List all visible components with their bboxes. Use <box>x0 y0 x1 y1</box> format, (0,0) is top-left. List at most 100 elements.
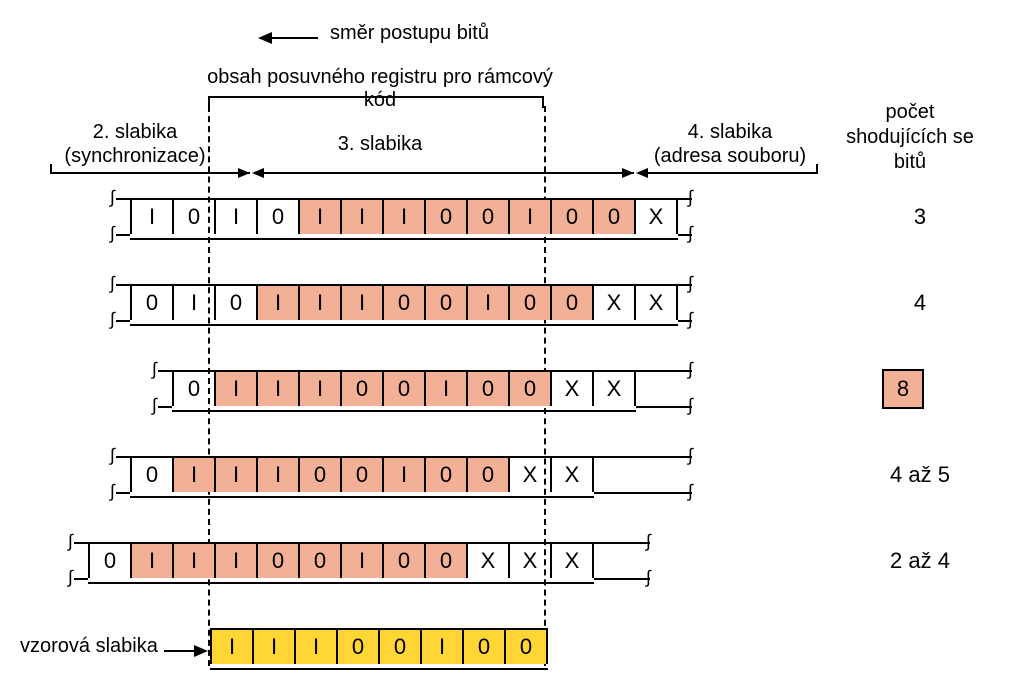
syllable2-label: 2. slabika (synchronizace) <box>50 120 220 168</box>
bit-cell: X <box>550 544 594 578</box>
bit-cell: I <box>340 544 382 578</box>
bit-cell: 0 <box>466 458 508 492</box>
seg1-tick-left <box>50 164 52 172</box>
bit-cell: 0 <box>256 544 298 578</box>
pattern-cell: I <box>210 630 252 664</box>
shift-register-diagram: směr postupu bitů obsah posuvného regist… <box>20 20 1000 680</box>
pattern-label: vzorová slabika <box>20 635 158 658</box>
seg3-bar <box>648 172 818 174</box>
bit-cell: I <box>298 372 340 406</box>
rail-break-icon: ∫ <box>68 572 73 582</box>
bit-cell: 0 <box>382 372 424 406</box>
bit-cell: I <box>298 286 340 320</box>
bit-row: 0I0III00I00XX <box>130 284 678 322</box>
row-rail <box>594 492 692 494</box>
bit-cell: 0 <box>424 458 466 492</box>
bit-cell: I <box>172 286 214 320</box>
bit-cell: X <box>550 372 592 406</box>
syllable2-line2: (synchronizace) <box>64 145 205 167</box>
bit-cell: 0 <box>424 286 466 320</box>
register-span-bracket <box>208 96 544 108</box>
row-rail <box>74 578 88 580</box>
bit-cell: I <box>256 458 298 492</box>
bit-cell: I <box>424 372 466 406</box>
bit-cell: 0 <box>508 372 550 406</box>
bit-cell: 0 <box>88 544 130 578</box>
bit-cell: I <box>340 286 382 320</box>
pattern-cell: 0 <box>336 630 378 664</box>
bit-cell: 0 <box>550 286 592 320</box>
match-count: 4 <box>860 290 980 316</box>
bit-cell: I <box>340 200 382 234</box>
bit-cell: X <box>592 286 634 320</box>
rail-break-icon: ∫ <box>646 572 651 582</box>
bit-cell: I <box>382 458 424 492</box>
seg1-bar <box>50 172 250 174</box>
row-rail <box>636 370 692 372</box>
bit-cell: 0 <box>424 544 466 578</box>
row-rail <box>636 406 692 408</box>
rail-break-icon: ∫ <box>68 536 73 546</box>
pattern-cell: I <box>252 630 294 664</box>
match-count: 4 až 5 <box>860 462 980 488</box>
bit-row: I0I0III00I00X <box>130 198 678 236</box>
pattern-cell: 0 <box>504 630 548 664</box>
bit-cell: 0 <box>172 372 214 406</box>
direction-label: směr postupu bitů <box>330 22 489 45</box>
rail-break-icon: ∫ <box>110 278 115 288</box>
row-rail <box>158 406 172 408</box>
pattern-cell: I <box>420 630 462 664</box>
rail-break-icon: ∫ <box>688 400 693 410</box>
bit-cell: 0 <box>172 200 214 234</box>
seg2-bar <box>264 172 634 174</box>
rail-break-icon: ∫ <box>110 192 115 202</box>
row-rail <box>158 370 172 372</box>
bit-cell: 0 <box>424 200 466 234</box>
syllable3-label: 3. slabika <box>320 132 440 156</box>
rail-break-icon: ∫ <box>688 364 693 374</box>
bit-row: 0III00I00XX <box>130 456 594 494</box>
bit-cell: 0 <box>130 286 172 320</box>
row-rail <box>74 542 88 544</box>
rail-break-icon: ∫ <box>152 364 157 374</box>
bit-cell: X <box>634 286 678 320</box>
bit-cell: I <box>214 200 256 234</box>
bit-row: 0III00I00XX <box>172 370 636 408</box>
pattern-arrow <box>164 645 208 657</box>
bit-cell: 0 <box>256 200 298 234</box>
bit-cell: I <box>298 200 340 234</box>
bit-cell: 0 <box>298 544 340 578</box>
bit-cell: 0 <box>592 200 634 234</box>
bit-cell: I <box>214 372 256 406</box>
rail-break-icon: ∫ <box>110 486 115 496</box>
pattern-cell: 0 <box>462 630 504 664</box>
syllable4-line1: 4. slabika <box>688 121 773 143</box>
bit-cell: I <box>256 286 298 320</box>
bit-cell: I <box>256 372 298 406</box>
bit-cell: X <box>508 458 550 492</box>
row-rail <box>594 456 692 458</box>
rail-break-icon: ∫ <box>646 536 651 546</box>
rail-break-icon: ∫ <box>152 400 157 410</box>
syllable4-label: 4. slabika (adresa souboru) <box>640 120 820 168</box>
bit-cell: X <box>466 544 508 578</box>
bit-cell: I <box>172 544 214 578</box>
bit-cell: I <box>172 458 214 492</box>
match-count: 2 až 4 <box>860 548 980 574</box>
pattern-row: III00I00 <box>210 628 548 666</box>
count-column-header: počet shodujících se bitů <box>840 100 980 175</box>
seg1-arrow-r <box>238 168 250 178</box>
bit-cell: I <box>382 200 424 234</box>
bit-cell: 0 <box>130 458 172 492</box>
bit-row: 0III00I00XXX <box>88 542 594 580</box>
pattern-cell: I <box>294 630 336 664</box>
bit-cell: I <box>214 458 256 492</box>
rail-break-icon: ∫ <box>688 192 693 202</box>
seg2-arrow-l <box>252 168 264 178</box>
bit-cell: X <box>508 544 550 578</box>
pattern-cell: 0 <box>378 630 420 664</box>
rail-break-icon: ∫ <box>688 278 693 288</box>
bit-cell: 0 <box>466 200 508 234</box>
seg3-arrow-l <box>636 168 648 178</box>
syllable2-line1: 2. slabika <box>93 121 178 143</box>
